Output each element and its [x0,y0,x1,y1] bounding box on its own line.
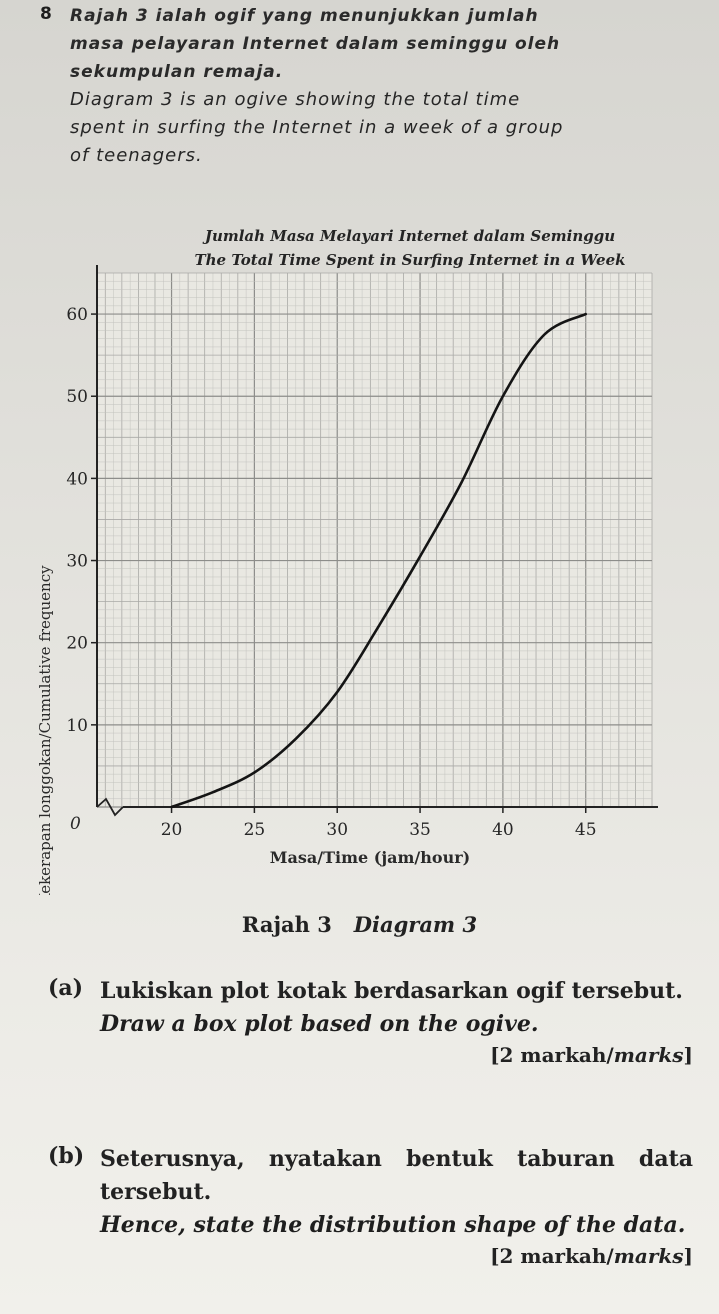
part-a-marks: [2 markah/marks] [490,1043,693,1067]
x-tick-label: 20 [161,820,183,840]
question-stem: Rajah 3 ialah ogif yang menunjukkan juml… [48,2,698,170]
y-tick-label: 60 [66,305,88,325]
ogive-curve [170,312,588,809]
part-a-text-ms: Lukiskan plot kotak berdasarkan ogif ter… [100,978,683,1004]
part-b-text-ms: Seterusnya, nyatakan bentuk taburan data… [100,1146,693,1205]
stem-ms-line-1: Rajah 3 ialah ogif yang menunjukkan juml… [70,6,539,26]
y-tick-label: 50 [66,387,88,407]
y-tick-label: 20 [66,634,88,654]
part-b-text-en: Hence, state the distribution shape of t… [100,1212,686,1238]
stem-en-line-1: Diagram 3 is an ogive showing the total … [70,89,521,110]
x-tick-label: 25 [244,820,266,840]
x-axis-break-zigzag [96,797,124,817]
origin-label: 0 [70,814,81,834]
stem-en-line-3: of teenagers. [70,145,203,166]
part-b: (b) Seterusnya, nyatakan bentuk taburan … [48,1143,693,1268]
x-tick-label: 35 [409,820,431,840]
part-b-marks: [2 markah/marks] [490,1244,693,1268]
y-axis-label: Kekerapan longgokan/Cumulative frequency [36,565,54,895]
chart-axes [96,265,658,817]
caption-ms: Rajah 3 [241,912,332,937]
graph-paper-background [97,273,652,807]
part-a: (a) Lukiskan plot kotak berdasarkan ogif… [48,975,693,1067]
x-axis-label: Masa/Time (jam/hour) [270,848,470,867]
tick-labels: 10 20 30 40 50 60 20 25 30 35 40 45 [66,305,596,840]
part-a-text-en: Draw a box plot based on the ogive. [100,1011,539,1037]
part-b-label: (b) [48,1143,85,1169]
x-tick-label: 40 [492,820,514,840]
chart-subtitle: The Total Time Spent in Surfing Internet… [194,251,626,269]
caption-en: Diagram 3 [353,912,478,937]
stem-en-line-2: spent in surfing the Internet in a week … [70,117,564,138]
graph-paper-grid [97,272,653,808]
part-a-label: (a) [48,975,84,1001]
chart-title: Jumlah Masa Melayari Internet dalam Semi… [204,227,616,245]
x-tick-label: 30 [326,820,348,840]
stem-ms-line-3: sekumpulan remaja. [70,62,284,82]
stem-ms-line-2: masa pelayaran Internet dalam seminggu o… [70,34,561,54]
ogive-curve-group [170,312,588,809]
question-number: 8 [40,4,52,24]
y-tick-label: 40 [66,469,88,489]
ogive-figure: Jumlah Masa Melayari Internet dalam Semi… [0,215,719,895]
y-tick-label: 10 [66,716,88,736]
y-tick-label: 30 [66,552,88,572]
ogive-chart: 10 20 30 40 50 60 20 25 30 35 40 45 Kekerapan longg… [36,265,658,895]
diagram-caption: Rajah 3 Diagram 3 [0,912,719,937]
x-tick-label: 45 [575,820,597,840]
